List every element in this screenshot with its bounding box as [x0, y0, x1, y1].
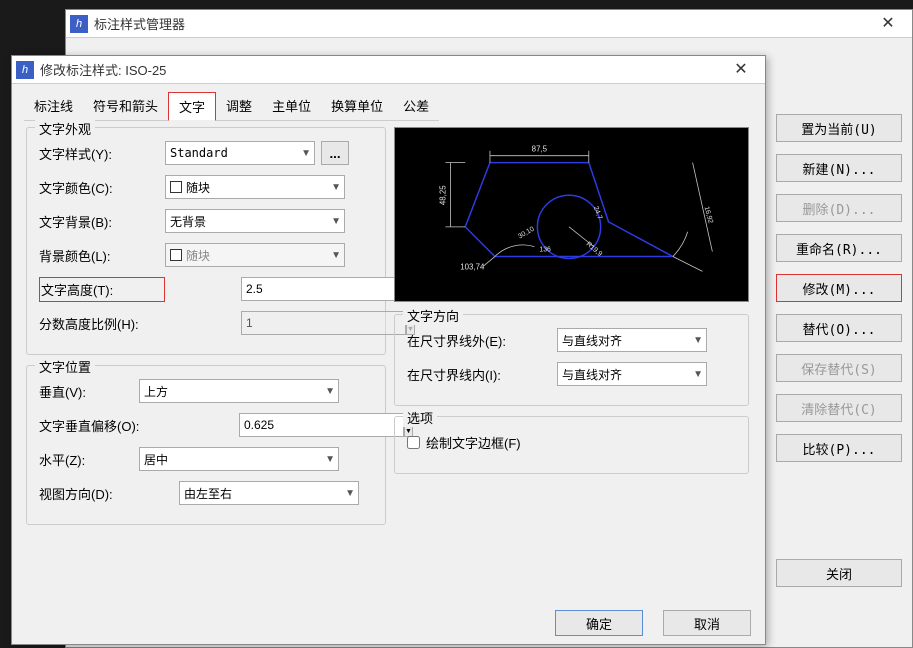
text-color-select[interactable]: 随块 [165, 175, 345, 199]
text-style-label: 文字样式(Y): [39, 144, 165, 163]
text-color-value: 随块 [186, 179, 210, 196]
view-dir-label: 视图方向(D): [39, 484, 159, 503]
tab-primary[interactable]: 主单位 [262, 92, 321, 121]
preview-panel: 87,5 48,25 103,74 30,10 136 R19,9 24,7 [394, 127, 749, 302]
draw-frame-label: 绘制文字边框(F) [426, 433, 521, 452]
svg-text:30,10: 30,10 [517, 226, 536, 241]
group-title: 选项 [403, 408, 437, 427]
delete-button[interactable]: 删除(D)... [776, 194, 902, 222]
svg-text:R19,9: R19,9 [585, 241, 604, 258]
text-appearance-group: 文字外观 文字样式(Y): ▼ ... 文字颜色(C): 随块 [26, 127, 386, 355]
fraction-height-spinner: ▲ ▼ [241, 311, 341, 335]
inside-ext-value: 与直线对齐 [562, 366, 622, 383]
svg-text:103,74: 103,74 [460, 262, 485, 271]
tab-tol[interactable]: 公差 [393, 92, 439, 121]
close-icon[interactable]: ✕ [868, 10, 908, 38]
outside-ext-label: 在尺寸界线外(E): [407, 331, 557, 350]
bg-color-value: 随块 [186, 247, 210, 264]
parent-titlebar: h 标注样式管理器 ✕ [66, 10, 912, 38]
child-title: 修改标注样式: ISO-25 [40, 60, 721, 79]
modify-dimension-style-dialog: h 修改标注样式: ISO-25 ✕ 标注线 符号和箭头 文字 调整 主单位 换… [11, 55, 766, 645]
dialog-footer: 确定 取消 [555, 610, 751, 636]
outside-ext-value: 与直线对齐 [562, 332, 622, 349]
fraction-height-label: 分数高度比例(H): [39, 314, 165, 333]
compare-button[interactable]: 比较(P)... [776, 434, 902, 462]
child-titlebar: h 修改标注样式: ISO-25 ✕ [12, 56, 765, 84]
set-current-button[interactable]: 置为当前(U) [776, 114, 902, 142]
text-style-select[interactable] [165, 141, 315, 165]
app-icon: h [16, 61, 34, 79]
group-title: 文字外观 [35, 119, 95, 138]
override-button[interactable]: 替代(O)... [776, 314, 902, 342]
inside-ext-select[interactable]: 与直线对齐 [557, 362, 707, 386]
text-bg-select[interactable]: 无背景 [165, 209, 345, 233]
svg-text:87,5: 87,5 [532, 145, 548, 154]
inside-ext-label: 在尺寸界线内(I): [407, 365, 557, 384]
ok-button[interactable]: 确定 [555, 610, 643, 636]
draw-frame-checkbox[interactable]: 绘制文字边框(F) [407, 433, 533, 452]
offset-label: 文字垂直偏移(O): [39, 416, 179, 435]
color-swatch-icon [170, 249, 182, 261]
color-swatch-icon [170, 181, 182, 193]
horizontal-value: 居中 [144, 451, 168, 468]
offset-spinner[interactable]: ▲ ▼ [239, 413, 339, 437]
text-position-group: 文字位置 垂直(V): 上方 ▼ 文字垂直偏移(O): [26, 365, 386, 525]
tab-symbol[interactable]: 符号和箭头 [83, 92, 168, 121]
rename-button[interactable]: 重命名(R)... [776, 234, 902, 262]
right-column: 87,5 48,25 103,74 30,10 136 R19,9 24,7 [394, 127, 749, 484]
close-area: 关闭 [776, 559, 902, 587]
tab-text[interactable]: 文字 [168, 92, 216, 121]
vertical-label: 垂直(V): [39, 382, 139, 401]
bg-color-label: 背景颜色(L): [39, 246, 165, 265]
tab-fit[interactable]: 调整 [216, 92, 262, 121]
text-direction-group: 文字方向 在尺寸界线外(E): 与直线对齐 ▼ 在尺寸界线内(I): 与直线对齐 [394, 314, 749, 406]
text-bg-label: 文字背景(B): [39, 212, 165, 231]
close-button[interactable]: 关闭 [776, 559, 902, 587]
cancel-button[interactable]: 取消 [663, 610, 751, 636]
bg-color-select: 随块 [165, 243, 345, 267]
app-icon: h [70, 15, 88, 33]
text-bg-value: 无背景 [170, 213, 206, 230]
fraction-height-input [241, 311, 406, 335]
view-dir-value: 由左至右 [184, 485, 232, 502]
content-area: 文字外观 文字样式(Y): ▼ ... 文字颜色(C): 随块 [12, 121, 765, 609]
text-color-label: 文字颜色(C): [39, 178, 165, 197]
vertical-select[interactable]: 上方 [139, 379, 339, 403]
view-dir-select[interactable]: 由左至右 [179, 481, 359, 505]
clear-override-button[interactable]: 清除替代(C) [776, 394, 902, 422]
draw-frame-input[interactable] [407, 436, 420, 449]
parent-title: 标注样式管理器 [94, 14, 868, 33]
left-column: 文字外观 文字样式(Y): ▼ ... 文字颜色(C): 随块 [26, 127, 386, 535]
outside-ext-select[interactable]: 与直线对齐 [557, 328, 707, 352]
vertical-value: 上方 [144, 383, 168, 400]
offset-input[interactable] [239, 413, 404, 437]
modify-button[interactable]: 修改(M)... [776, 274, 902, 302]
svg-text:48,25: 48,25 [438, 185, 447, 205]
side-button-panel: 置为当前(U) 新建(N)... 删除(D)... 重命名(R)... 修改(M… [776, 114, 902, 462]
horizontal-label: 水平(Z): [39, 450, 139, 469]
group-title: 文字位置 [35, 357, 95, 376]
svg-text:24,7: 24,7 [592, 205, 603, 220]
tabs: 标注线 符号和箭头 文字 调整 主单位 换算单位 公差 [24, 92, 765, 121]
tab-line[interactable]: 标注线 [24, 92, 83, 121]
text-height-spinner[interactable]: ▲ ▼ [241, 277, 341, 301]
svg-text:136: 136 [539, 247, 551, 254]
text-style-browse-button[interactable]: ... [321, 141, 349, 165]
save-override-button[interactable]: 保存替代(S) [776, 354, 902, 382]
options-group: 选项 绘制文字边框(F) [394, 416, 749, 474]
text-height-label: 文字高度(T): [39, 277, 165, 302]
text-height-input[interactable] [241, 277, 406, 301]
preview-drawing: 87,5 48,25 103,74 30,10 136 R19,9 24,7 [395, 128, 748, 301]
group-title: 文字方向 [403, 306, 463, 325]
new-button[interactable]: 新建(N)... [776, 154, 902, 182]
close-icon[interactable]: ✕ [721, 56, 761, 84]
horizontal-select[interactable]: 居中 [139, 447, 339, 471]
tab-alt[interactable]: 换算单位 [321, 92, 393, 121]
